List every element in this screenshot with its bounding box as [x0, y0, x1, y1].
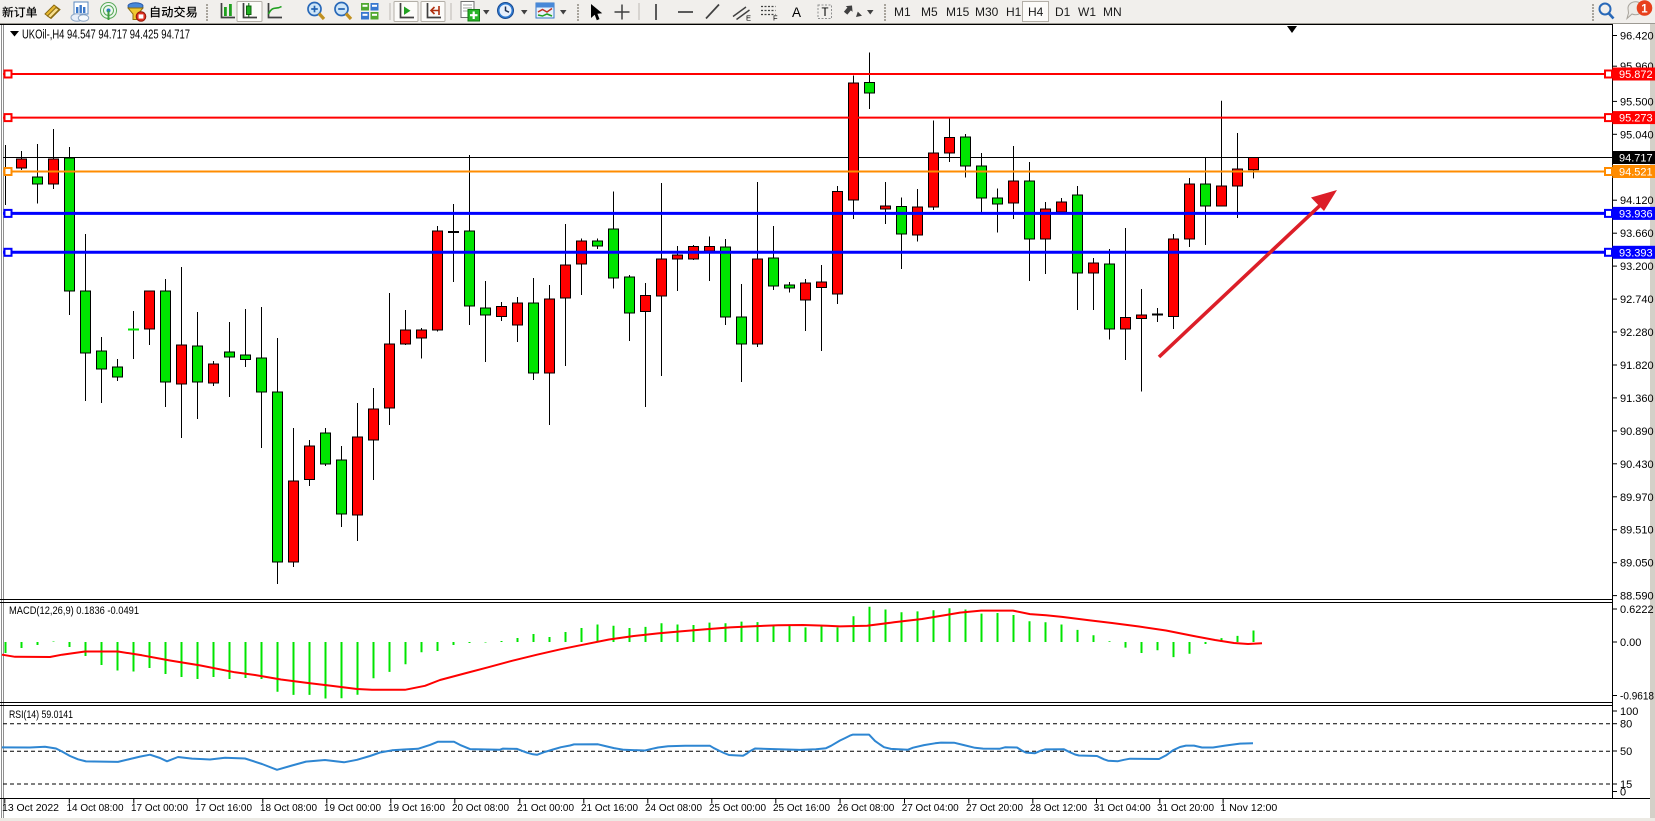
svg-text:21 Oct 16:00: 21 Oct 16:00: [581, 803, 638, 814]
svg-text:F: F: [773, 14, 778, 23]
svg-text:26 Oct 08:00: 26 Oct 08:00: [837, 803, 894, 814]
svg-text:25 Oct 00:00: 25 Oct 00:00: [709, 803, 766, 814]
svg-text:89.970: 89.970: [1620, 492, 1654, 504]
svg-text:0.6222: 0.6222: [1620, 604, 1654, 616]
svg-text:95.500: 95.500: [1620, 96, 1654, 108]
svg-text:0: 0: [1620, 787, 1626, 799]
svg-text:UKOil-,H4 94.547 94.717 94.42: UKOil-,H4 94.547 94.717 94.425 94.717: [22, 28, 190, 42]
svg-text:H1: H1: [1006, 5, 1022, 19]
svg-text:18 Oct 08:00: 18 Oct 08:00: [260, 803, 317, 814]
svg-text:M5: M5: [921, 5, 938, 19]
svg-text:92.740: 92.740: [1620, 294, 1654, 306]
svg-text:T: T: [822, 7, 829, 19]
svg-text:95.872: 95.872: [1619, 69, 1653, 81]
svg-text:24 Oct 08:00: 24 Oct 08:00: [645, 803, 702, 814]
svg-text:19 Oct 00:00: 19 Oct 00:00: [324, 803, 381, 814]
svg-text:94.120: 94.120: [1620, 195, 1654, 207]
svg-text:27 Oct 04:00: 27 Oct 04:00: [902, 803, 959, 814]
svg-text:31 Oct 20:00: 31 Oct 20:00: [1157, 803, 1214, 814]
svg-text:25 Oct 16:00: 25 Oct 16:00: [773, 803, 830, 814]
svg-text:94.521: 94.521: [1619, 167, 1653, 179]
svg-text:93.393: 93.393: [1619, 247, 1653, 259]
svg-text:D1: D1: [1055, 5, 1071, 19]
svg-text:92.280: 92.280: [1620, 327, 1654, 339]
svg-text:13 Oct 2022: 13 Oct 2022: [2, 803, 59, 814]
svg-text:31 Oct 04:00: 31 Oct 04:00: [1094, 803, 1151, 814]
svg-text:95.273: 95.273: [1619, 113, 1653, 125]
svg-text:89.510: 89.510: [1620, 525, 1654, 537]
svg-text:27 Oct 20:00: 27 Oct 20:00: [966, 803, 1023, 814]
svg-text:19 Oct 16:00: 19 Oct 16:00: [388, 803, 445, 814]
svg-text:-0.9618: -0.9618: [1620, 691, 1654, 703]
svg-text:100: 100: [1620, 706, 1638, 718]
svg-text:80: 80: [1620, 719, 1632, 731]
svg-text:M1: M1: [894, 5, 911, 19]
svg-text:91.360: 91.360: [1620, 393, 1654, 405]
svg-text:91.820: 91.820: [1620, 360, 1654, 372]
svg-text:95.040: 95.040: [1620, 129, 1654, 141]
svg-text:1: 1: [1641, 3, 1648, 15]
svg-text:20 Oct 08:00: 20 Oct 08:00: [452, 803, 509, 814]
svg-text:E: E: [746, 14, 751, 23]
svg-text:M15: M15: [946, 5, 970, 19]
svg-text:96.420: 96.420: [1620, 31, 1654, 43]
svg-text:28 Oct 12:00: 28 Oct 12:00: [1030, 803, 1087, 814]
svg-text:M30: M30: [975, 5, 999, 19]
svg-text:H4: H4: [1028, 5, 1044, 19]
svg-text:94.717: 94.717: [1619, 153, 1653, 165]
svg-text:MN: MN: [1103, 5, 1122, 19]
svg-text:1 Nov 12:00: 1 Nov 12:00: [1220, 803, 1277, 814]
svg-text:93.936: 93.936: [1619, 208, 1653, 220]
svg-text:A: A: [792, 5, 801, 20]
svg-text:88.590: 88.590: [1620, 591, 1654, 603]
svg-text:90.430: 90.430: [1620, 459, 1654, 471]
svg-text:RSI(14) 59.0141: RSI(14) 59.0141: [9, 709, 73, 721]
svg-text:93.200: 93.200: [1620, 261, 1654, 273]
svg-text:89.050: 89.050: [1620, 558, 1654, 570]
svg-text:14 Oct 08:00: 14 Oct 08:00: [67, 803, 124, 814]
svg-text:17 Oct 00:00: 17 Oct 00:00: [131, 803, 188, 814]
svg-text:50: 50: [1620, 746, 1632, 758]
svg-text:90.890: 90.890: [1620, 426, 1654, 438]
svg-text:17 Oct 16:00: 17 Oct 16:00: [195, 803, 252, 814]
svg-text:21 Oct 00:00: 21 Oct 00:00: [517, 803, 574, 814]
svg-text:15: 15: [1620, 779, 1632, 791]
svg-text:W1: W1: [1078, 5, 1096, 19]
svg-text:MACD(12,26,9) 0.1836 -0.0491: MACD(12,26,9) 0.1836 -0.0491: [9, 605, 139, 617]
svg-text:0.00: 0.00: [1620, 637, 1641, 649]
svg-text:93.660: 93.660: [1620, 228, 1654, 240]
